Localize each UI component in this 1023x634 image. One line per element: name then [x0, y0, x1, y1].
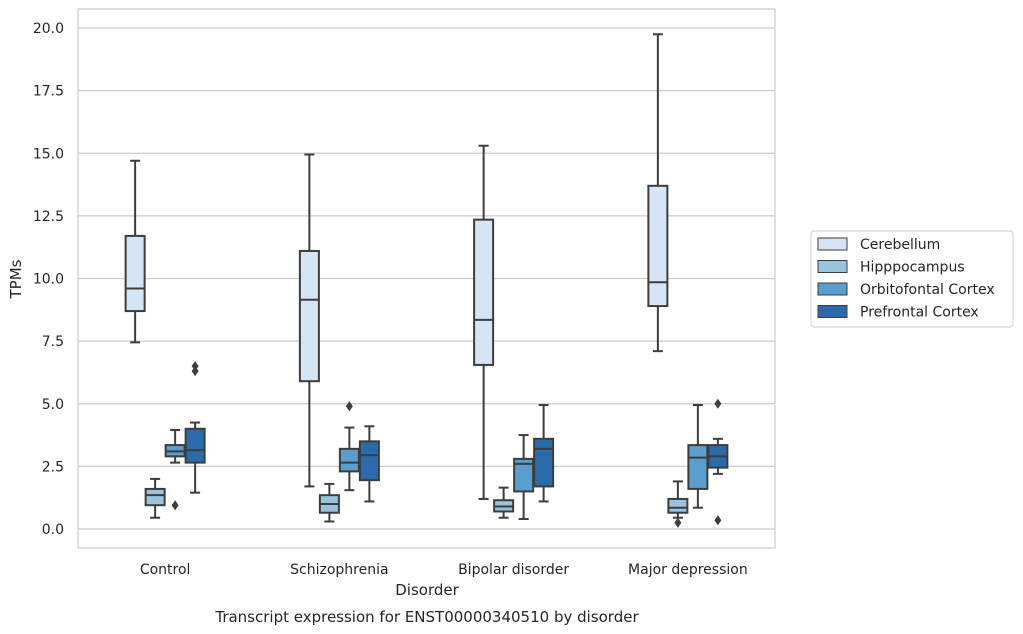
box-cerebellum	[647, 33, 669, 353]
x-tick-label: Control	[140, 562, 191, 578]
legend: Cerebellum Hipppocampus Orbitofontal Corte…	[810, 230, 1014, 328]
iqr-box	[184, 427, 206, 464]
legend-swatch	[817, 260, 848, 273]
legend-frame	[810, 230, 1014, 328]
y-tick-label: 5.0	[42, 397, 64, 413]
legend-swatch	[817, 237, 848, 251]
outlier-point	[191, 361, 199, 372]
outlier-point	[714, 515, 722, 526]
iqr-box	[533, 437, 555, 488]
box-cerebellum	[124, 159, 146, 344]
legend-label: Cerebellum	[860, 237, 940, 253]
legend-label: Prefrontal Cortex	[860, 305, 979, 321]
y-tick-label: 2.5	[42, 459, 64, 475]
x-tick-label: Bipolar disorder	[458, 562, 569, 578]
y-tick-label: 0.0	[42, 522, 64, 538]
iqr-box	[298, 249, 320, 383]
outlier-point	[191, 366, 199, 377]
chart-title: Transcript expression for ENST0000034051…	[214, 608, 639, 626]
iqr-box	[667, 497, 689, 514]
outlier-point	[345, 401, 353, 412]
box-prefrontal-cortex	[533, 404, 555, 503]
y-tick-label: 17.5	[33, 84, 64, 100]
box-hipppocampus	[493, 486, 515, 519]
iqr-box	[144, 487, 166, 507]
y-tick-label: 20.0	[33, 21, 64, 37]
box-orbitofontal-cortex	[164, 429, 186, 511]
box-cerebellum	[298, 153, 320, 488]
iqr-box	[473, 218, 495, 366]
box-hipppocampus	[144, 477, 166, 519]
outlier-point	[714, 398, 722, 409]
y-axis-label: TPMs	[7, 259, 25, 299]
legend-label: Hipppocampus	[860, 260, 965, 276]
box-prefrontal-cortex	[184, 361, 206, 494]
iqr-box	[647, 184, 669, 308]
box-hipppocampus	[318, 482, 340, 523]
x-tick-labels: Control Schizophrenia Bipolar disorder Majo…	[140, 562, 748, 578]
box-hipppocampus	[667, 480, 689, 528]
iqr-box	[338, 447, 360, 473]
legend-label: Orbitofontal Cortex	[860, 282, 995, 298]
box-prefrontal-cortex	[707, 398, 729, 526]
y-tick-label: 15.0	[33, 146, 64, 162]
box-prefrontal-cortex	[358, 425, 380, 503]
box-cerebellum	[473, 144, 495, 500]
x-tick-label: Major depression	[628, 562, 748, 578]
y-tick-label: 12.5	[33, 209, 64, 225]
outlier-point	[171, 500, 179, 511]
y-tick-label: 10.0	[33, 272, 64, 288]
boxes	[124, 33, 729, 528]
legend-swatch	[817, 305, 848, 318]
y-tick-label: 7.5	[42, 334, 64, 350]
legend-swatch	[817, 282, 848, 296]
plot-frame	[77, 8, 776, 549]
iqr-box	[124, 234, 146, 313]
box-orbitofontal-cortex	[513, 434, 535, 520]
outlier-point	[674, 517, 682, 528]
iqr-box	[358, 440, 380, 482]
box-orbitofontal-cortex	[687, 404, 709, 509]
iqr-box	[687, 444, 709, 490]
x-tick-label: Schizophrenia	[290, 562, 388, 578]
y-tick-labels: 0.0 2.5 5.0 7.5 10.0 12.5 15.0 17.5 20.0	[33, 21, 64, 538]
box-orbitofontal-cortex	[338, 401, 360, 492]
x-axis-label: Disorder	[395, 581, 459, 599]
